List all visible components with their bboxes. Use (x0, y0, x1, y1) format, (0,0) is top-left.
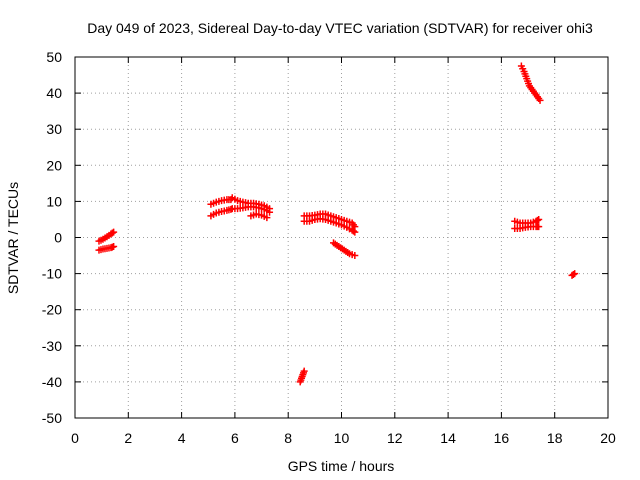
x-tick-label: 10 (334, 430, 350, 446)
y-tick-label: -10 (42, 266, 62, 282)
y-tick-label: -20 (42, 302, 62, 318)
x-tick-label: 20 (600, 430, 616, 446)
data-point (263, 214, 271, 222)
data-point (300, 367, 308, 375)
data-point (535, 223, 543, 231)
data-point (349, 227, 357, 235)
x-tick-label: 2 (124, 430, 132, 446)
x-axis-label: GPS time / hours (288, 458, 395, 474)
grid (75, 57, 608, 418)
y-tick-label: 50 (46, 49, 62, 65)
axis-ticks: 0 2 4 6 8 10 12 14 16 18 20 50 40 30 20 10 0 -10 -20 -30 -40… (42, 49, 616, 446)
data-point (108, 229, 116, 237)
x-tick-label: 8 (284, 430, 292, 446)
x-tick-label: 12 (387, 430, 403, 446)
y-tick-label: -50 (42, 410, 62, 426)
y-tick-label: 0 (54, 230, 62, 246)
data-point (536, 96, 544, 104)
y-tick-label: 20 (46, 157, 62, 173)
y-tick-label: -40 (42, 374, 62, 390)
data-points (95, 62, 579, 386)
data-point (351, 228, 359, 236)
data-point (533, 216, 541, 224)
data-point (266, 208, 274, 216)
x-tick-label: 16 (494, 430, 510, 446)
y-axis-label: SDTVAR / TECUs (5, 182, 21, 294)
data-point (110, 228, 118, 236)
y-tick-label: -30 (42, 338, 62, 354)
x-tick-label: 4 (178, 430, 186, 446)
data-point (571, 270, 579, 278)
x-tick-label: 6 (231, 430, 239, 446)
data-point (569, 271, 577, 279)
x-tick-label: 0 (71, 430, 79, 446)
plot-frame (74, 56, 609, 419)
x-tick-label: 18 (547, 430, 563, 446)
y-tick-label: 30 (46, 121, 62, 137)
data-point (535, 215, 543, 223)
y-tick-label: 10 (46, 193, 62, 209)
y-tick-label: 40 (46, 85, 62, 101)
data-point (110, 243, 118, 251)
data-point (351, 252, 359, 260)
chart-title: Day 049 of 2023, Sidereal Day-to-day VTE… (87, 20, 593, 36)
x-tick-label: 14 (440, 430, 456, 446)
